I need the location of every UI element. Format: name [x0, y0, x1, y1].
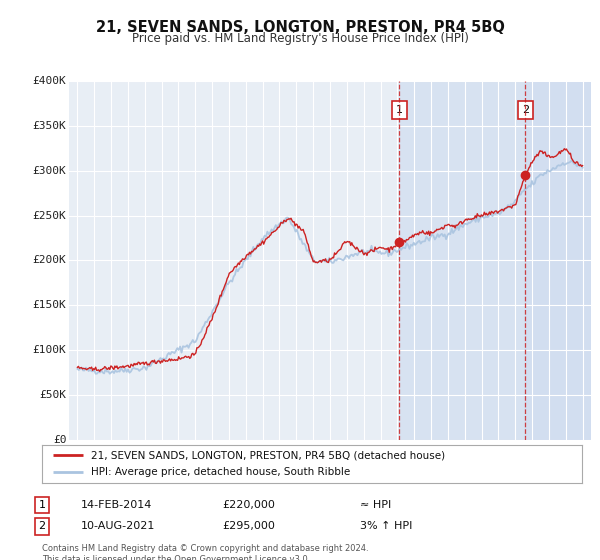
Text: 2007: 2007 [269, 444, 280, 468]
Text: £250K: £250K [32, 211, 67, 221]
Text: 2012: 2012 [353, 444, 364, 468]
Text: 2025: 2025 [572, 444, 583, 468]
Text: 2018: 2018 [455, 444, 465, 468]
Text: £150K: £150K [32, 300, 67, 310]
Text: 1995: 1995 [67, 444, 77, 468]
Text: 2016: 2016 [421, 444, 431, 468]
Text: 1: 1 [38, 500, 46, 510]
Text: 2024: 2024 [556, 444, 566, 468]
Text: £400K: £400K [32, 76, 67, 86]
Text: 2001: 2001 [169, 444, 178, 468]
Text: 2021: 2021 [505, 444, 515, 468]
Text: 10-AUG-2021: 10-AUG-2021 [81, 521, 155, 531]
Text: 2000: 2000 [152, 444, 161, 468]
Text: 2: 2 [38, 521, 46, 531]
Text: 2006: 2006 [253, 444, 263, 468]
Text: 14-FEB-2014: 14-FEB-2014 [81, 500, 152, 510]
Text: 2003: 2003 [202, 444, 212, 468]
Text: Price paid vs. HM Land Registry's House Price Index (HPI): Price paid vs. HM Land Registry's House … [131, 32, 469, 45]
Text: 2009: 2009 [303, 444, 313, 468]
Text: 2019: 2019 [472, 444, 482, 468]
Text: HPI: Average price, detached house, South Ribble: HPI: Average price, detached house, Sout… [91, 467, 350, 477]
Text: 3% ↑ HPI: 3% ↑ HPI [360, 521, 412, 531]
Bar [400, 81, 526, 440]
Text: 2023: 2023 [539, 444, 549, 468]
Text: 2013: 2013 [371, 444, 380, 468]
Text: £50K: £50K [40, 390, 67, 400]
Text: ≈ HPI: ≈ HPI [360, 500, 391, 510]
Text: £220,000: £220,000 [222, 500, 275, 510]
Text: 2005: 2005 [236, 444, 246, 468]
Text: £300K: £300K [32, 166, 67, 176]
Text: 2010: 2010 [320, 444, 330, 468]
Text: £100K: £100K [32, 345, 67, 355]
Text: 2: 2 [522, 105, 529, 115]
Text: 2004: 2004 [219, 444, 229, 468]
Text: 2008: 2008 [286, 444, 296, 468]
Text: 1999: 1999 [135, 444, 145, 468]
Text: 1998: 1998 [118, 444, 128, 468]
Text: £0: £0 [53, 435, 67, 445]
Bar [526, 81, 591, 440]
Text: 2022: 2022 [522, 444, 532, 468]
Text: 2020: 2020 [488, 444, 499, 468]
Text: 2017: 2017 [438, 444, 448, 468]
Text: 1: 1 [396, 105, 403, 115]
Text: £295,000: £295,000 [222, 521, 275, 531]
Text: 2014: 2014 [388, 444, 397, 468]
Text: £350K: £350K [32, 121, 67, 131]
Text: 2011: 2011 [337, 444, 347, 468]
Text: 1996: 1996 [84, 444, 94, 468]
Text: £200K: £200K [32, 255, 67, 265]
Text: 2015: 2015 [404, 444, 414, 468]
Text: Contains HM Land Registry data © Crown copyright and database right 2024.
This d: Contains HM Land Registry data © Crown c… [42, 544, 368, 560]
Text: 21, SEVEN SANDS, LONGTON, PRESTON, PR4 5BQ: 21, SEVEN SANDS, LONGTON, PRESTON, PR4 5… [95, 20, 505, 35]
Text: 1997: 1997 [101, 444, 111, 468]
Text: 2002: 2002 [185, 444, 195, 468]
Text: 21, SEVEN SANDS, LONGTON, PRESTON, PR4 5BQ (detached house): 21, SEVEN SANDS, LONGTON, PRESTON, PR4 5… [91, 450, 445, 460]
